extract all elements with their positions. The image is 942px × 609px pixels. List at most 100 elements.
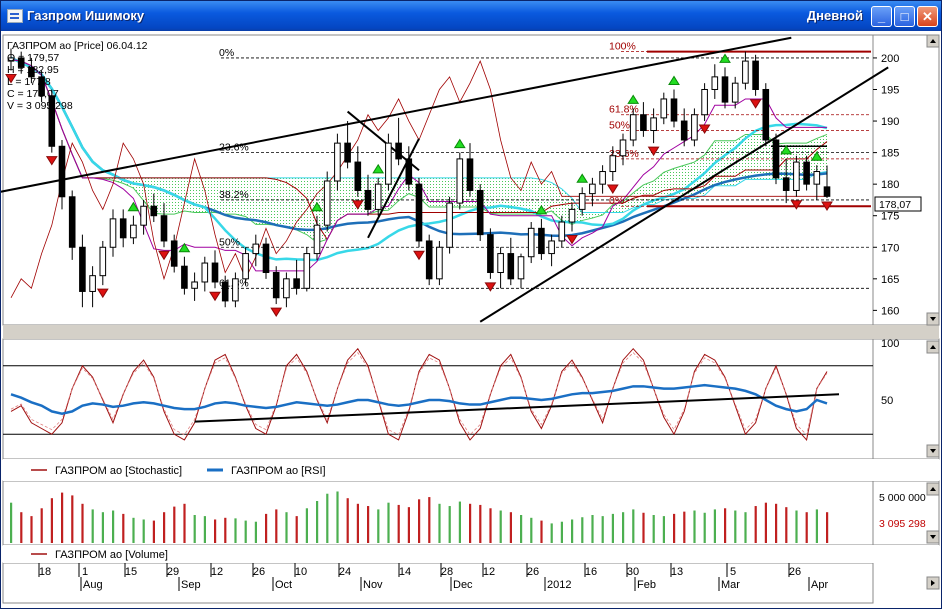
- candle-body: [568, 208, 576, 223]
- volume-bar: [377, 509, 380, 543]
- price-info-panel: ГАЗПРОМ ао [Price] 06.04.12 O = 179,57 H…: [7, 40, 148, 112]
- candle-body: [160, 215, 168, 242]
- candle-body: [640, 114, 647, 132]
- oscillator-legend: ГАЗПРОМ ао [Stochastic] ГАЗПРОМ ао [RSI]: [31, 465, 326, 477]
- sell-signal-marker: [566, 234, 578, 245]
- candle-body: [589, 183, 596, 195]
- candle-body: [466, 158, 474, 191]
- volume-bar: [458, 501, 461, 543]
- candle-body: [782, 177, 790, 191]
- rsi-trendline[interactable]: [194, 393, 840, 423]
- buy-signal-marker: [576, 173, 589, 183]
- lower-trendline[interactable]: [479, 66, 889, 323]
- candle-body: [313, 224, 321, 255]
- volume-bar: [499, 510, 502, 543]
- candle-body: [130, 224, 137, 239]
- candle-body: [364, 189, 372, 210]
- candle-body: [395, 142, 402, 160]
- candle-body: [731, 82, 739, 103]
- candle-body: [221, 281, 229, 302]
- volume-bar: [601, 516, 604, 543]
- title-bar[interactable]: Газпром Ишимоку Дневной _ □ ✕: [1, 1, 941, 31]
- volume-bar: [673, 513, 676, 543]
- stochastic-signal-line: [10, 352, 828, 436]
- volume-bar: [173, 506, 176, 543]
- volume-bar: [397, 504, 400, 543]
- candle-body: [201, 262, 209, 283]
- volume-bar: [785, 507, 788, 543]
- volume-bar: [479, 504, 482, 543]
- date-tick-label: 29: [167, 566, 179, 578]
- date-tick-label: 14: [399, 566, 411, 578]
- price-info-volume: V = 3 095 298: [7, 100, 73, 112]
- buy-signal-marker: [372, 163, 385, 174]
- fib-level-label: 50%: [609, 120, 630, 132]
- volume-bar: [244, 520, 247, 543]
- date-tick-label: 26: [527, 566, 539, 578]
- close-button[interactable]: ✕: [917, 6, 938, 27]
- maximize-button[interactable]: □: [894, 6, 915, 27]
- volume-bar: [193, 515, 196, 543]
- minimize-button[interactable]: _: [871, 6, 892, 27]
- date-tick-label: 26: [253, 566, 265, 578]
- date-tick-label: 26: [789, 566, 801, 578]
- candle-body: [517, 256, 525, 280]
- date-tick-label: 15: [125, 566, 137, 578]
- volume-bar: [91, 509, 94, 543]
- candle-body: [721, 76, 729, 103]
- volume-bar: [438, 503, 441, 543]
- candle-body: [242, 253, 249, 280]
- candle-body: [58, 145, 66, 198]
- buy-signal-marker: [453, 138, 466, 149]
- upper-trendline[interactable]: [1, 36, 792, 193]
- price-tick-label: 165: [881, 274, 899, 286]
- volume-bar: [509, 512, 512, 543]
- volume-legend-label: ГАЗПРОМ ао [Volume]: [55, 549, 168, 561]
- volume-bar: [183, 503, 186, 543]
- last-price-value: 178,07: [879, 199, 911, 211]
- pane-splitter[interactable]: [3, 325, 939, 339]
- buy-signal-marker: [780, 144, 793, 155]
- volume-bar: [30, 516, 33, 543]
- last-price-box: [874, 196, 922, 212]
- volume-bar: [805, 512, 808, 543]
- candle-body: [599, 171, 606, 185]
- fib-level-label: 38.2%: [219, 189, 249, 201]
- candle-body: [670, 98, 678, 122]
- date-tick-label: 12: [483, 566, 495, 578]
- volume-bar: [734, 510, 737, 543]
- volume-bar: [254, 521, 257, 543]
- sell-signal-marker: [158, 250, 170, 261]
- date-tick-label: 10: [295, 566, 307, 578]
- oscillator-tick-label: 50: [881, 395, 893, 407]
- candle-body: [181, 265, 188, 289]
- wedge-line-lower[interactable]: [367, 138, 420, 239]
- sell-signal-marker: [351, 200, 364, 210]
- volume-last-value: 3 095 298: [879, 518, 926, 530]
- buy-signal-marker: [311, 201, 323, 212]
- ichimoku-chart[interactable]: 0%23.6%38.2%50%61.8%100%61.8%50%23.6%0% …: [1, 31, 941, 608]
- oscillator-legend-strip: [3, 459, 939, 481]
- date-axis: [2, 562, 874, 604]
- volume-bar: [346, 498, 349, 543]
- scroll-right-icon: [931, 580, 935, 586]
- month-tick-label: Apr: [811, 579, 828, 591]
- candle-body: [609, 155, 617, 173]
- candle-body: [252, 243, 260, 255]
- candle-body: [456, 158, 464, 204]
- volume-bar: [81, 503, 84, 543]
- volume-bar: [571, 519, 574, 543]
- volume-bar: [713, 509, 716, 543]
- volume-bar: [214, 519, 217, 543]
- volume-bar: [632, 509, 635, 543]
- sell-signal-marker: [749, 99, 762, 109]
- volume-bar: [285, 512, 288, 543]
- volume-bar: [305, 508, 308, 543]
- candle-body: [272, 272, 280, 299]
- fib-level-label: 100%: [609, 41, 636, 53]
- candle-body: [813, 171, 821, 185]
- sell-signal-marker: [647, 146, 660, 157]
- oscillator-tick-label: 100: [881, 338, 899, 350]
- candle-body: [38, 76, 45, 97]
